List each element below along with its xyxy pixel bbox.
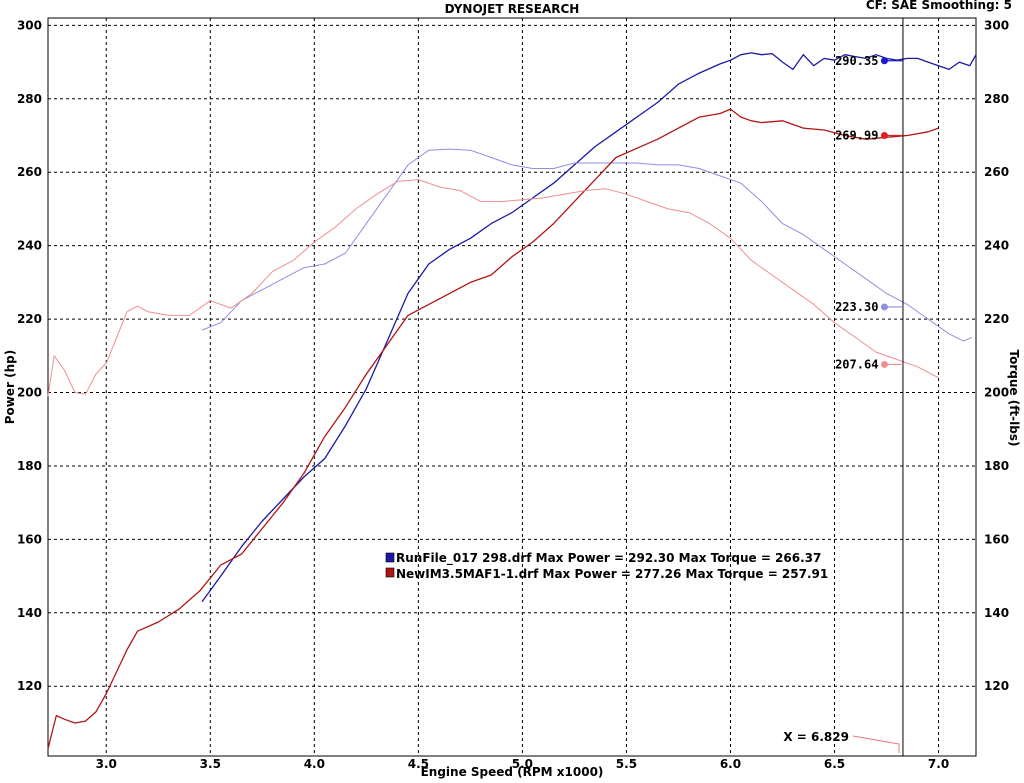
y-tick-labels-right: 120 140 160 180 200 220 240 260 280 300: [984, 18, 1009, 693]
x-tick-label-6: 6.0: [720, 757, 741, 771]
marker-dot-1: [880, 132, 888, 140]
marker-label-3: 207.64: [835, 357, 878, 371]
y-tick-label-8: 280: [17, 92, 42, 106]
series-line-2: [47, 108, 939, 749]
value-markers: 290.35 269.99 223.30 207.64: [835, 54, 903, 371]
y-tick-label-1: 140: [17, 606, 42, 620]
y-tick-label-5: 220: [17, 312, 42, 326]
y2-tick-label-8: 280: [984, 92, 1009, 106]
series-group: [47, 52, 977, 749]
cursor-label: X = 6.829: [783, 730, 849, 744]
grid-lines: [48, 18, 976, 756]
legend-entry-newim: NewIM3.5MAF1-1.drf Max Power = 277.26 Ma…: [396, 567, 828, 581]
legend-swatch-newim: [385, 567, 395, 578]
y-axis-label: Power (hp): [3, 350, 17, 424]
y2-tick-label-4: 200: [984, 386, 1009, 400]
plot-frame: [47, 17, 977, 757]
y2-tick-label-9: 300: [984, 18, 1009, 32]
y2-tick-label-7: 260: [984, 165, 1009, 179]
y-tick-label-6: 240: [17, 239, 42, 253]
series-line-1: [201, 148, 973, 342]
series-line-0: [201, 52, 977, 603]
marker-dot-3: [880, 360, 888, 368]
legend-entry-runfile: RunFile_017 298.drf Max Power = 292.30 M…: [396, 551, 821, 566]
legend: RunFile_017 298.drf Max Power = 292.30 M…: [385, 551, 828, 581]
y-tick-label-2: 160: [17, 532, 42, 546]
y2-tick-label-3: 180: [984, 459, 1009, 473]
x-tick-label-2: 4.0: [304, 757, 325, 771]
marker-label-1: 269.99: [835, 129, 878, 143]
y2-tick-label-1: 140: [984, 606, 1009, 620]
y-tick-label-7: 260: [17, 165, 42, 179]
chart-title: DYNOJET RESEARCH: [445, 2, 580, 16]
corner-note: CF: SAE Smoothing: 5: [866, 0, 1012, 12]
x-tick-label-0: 3.0: [96, 757, 117, 771]
marker-label-0: 290.35: [835, 54, 878, 68]
y-tick-labels-left: 120 140 160 180 200 220 240 260 280 300: [17, 18, 42, 693]
y2-tick-label-2: 160: [984, 532, 1009, 546]
y-tick-label-4: 200: [17, 386, 42, 400]
marker-label-2: 223.30: [835, 300, 878, 314]
marker-dot-0: [880, 57, 888, 65]
cursor-pointer: [852, 735, 900, 753]
x-tick-label-1: 3.5: [200, 757, 221, 771]
y2-axis-label: Torque (ft-lbs): [1007, 350, 1021, 447]
series-line-3: [47, 179, 939, 397]
x-tick-labels: 3.0 3.5 4.0 4.5 5.0 5.5 6.0 6.5 7.0: [96, 757, 950, 771]
y-tick-label-0: 120: [17, 679, 42, 693]
y2-tick-label-6: 240: [984, 239, 1009, 253]
legend-swatch-runfile: [385, 552, 395, 563]
y-tick-label-3: 180: [17, 459, 42, 473]
x-tick-label-7: 6.5: [824, 757, 845, 771]
x-tick-label-8: 7.0: [928, 757, 949, 771]
x-axis-label: Engine Speed (RPM x1000): [421, 765, 604, 779]
x-tick-label-3: 4.5: [408, 757, 429, 771]
x-tick-label-5: 5.5: [616, 757, 637, 771]
y2-tick-label-5: 220: [984, 312, 1009, 326]
y2-tick-label-0: 120: [984, 679, 1009, 693]
marker-dot-2: [880, 303, 888, 311]
x-tick-label-4: 5.0: [512, 757, 533, 771]
y-tick-label-9: 300: [17, 18, 42, 32]
